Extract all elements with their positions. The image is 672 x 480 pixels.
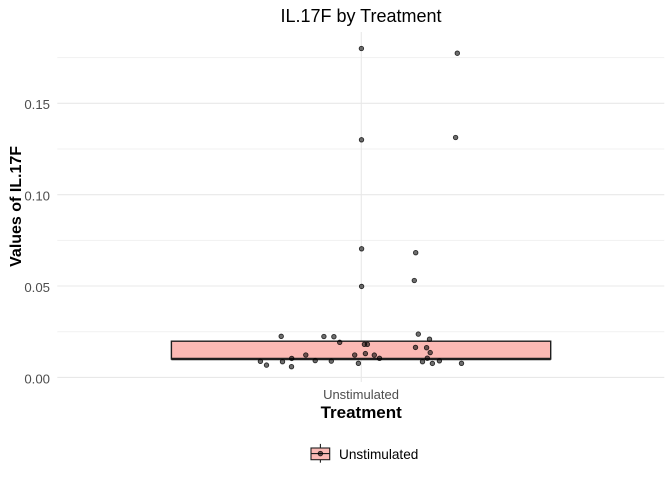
svg-text:0.05: 0.05: [24, 280, 50, 295]
svg-text:Treatment: Treatment: [321, 403, 403, 422]
svg-text:Values of IL.17F: Values of IL.17F: [8, 146, 25, 267]
svg-text:0.10: 0.10: [24, 189, 50, 204]
svg-text:IL.17F by Treatment: IL.17F by Treatment: [280, 6, 441, 26]
svg-text:Unstimulated: Unstimulated: [339, 447, 418, 462]
svg-text:0.15: 0.15: [24, 97, 50, 112]
svg-text:0.00: 0.00: [24, 371, 50, 386]
svg-text:Unstimulated: Unstimulated: [323, 387, 399, 402]
